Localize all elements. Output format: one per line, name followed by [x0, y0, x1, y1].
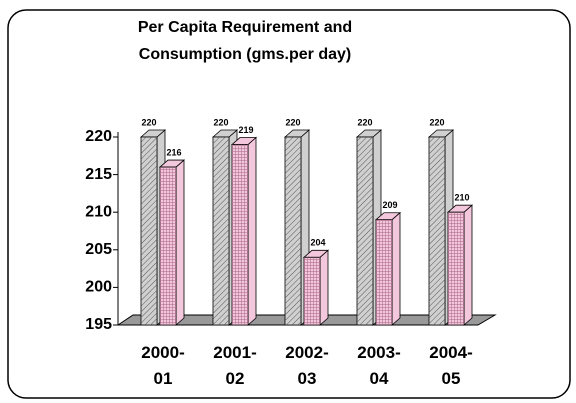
x-tick-label: 2003-04	[357, 343, 401, 388]
bar-hatch	[448, 212, 464, 325]
y-tick-label: 220	[85, 128, 112, 145]
value-label: 220	[141, 117, 156, 127]
value-label: 220	[213, 117, 228, 127]
value-label: 220	[285, 117, 300, 127]
value-label: 220	[357, 117, 372, 127]
y-tick-label: 205	[85, 241, 112, 258]
bar-hatch	[285, 137, 301, 325]
y-tick-label: 195	[85, 316, 112, 333]
y-tick-label: 200	[85, 279, 112, 296]
x-tick-label: 2002-03	[285, 343, 329, 388]
value-label: 216	[166, 147, 181, 157]
bar-hatch	[429, 137, 445, 325]
y-tick-label: 210	[85, 203, 112, 220]
bar-hatch	[376, 219, 392, 325]
value-label: 210	[454, 193, 469, 203]
value-label: 204	[310, 238, 325, 248]
bar-hatch	[160, 167, 176, 325]
bar-hatch	[304, 257, 320, 325]
bar-hatch	[141, 137, 157, 325]
y-tick-label: 215	[85, 166, 112, 183]
bar-hatch	[357, 137, 373, 325]
bar-side	[247, 136, 257, 326]
x-tick-label: 2001-02	[213, 343, 257, 388]
bar-side	[175, 159, 185, 326]
value-label: 220	[429, 117, 444, 127]
bar-hatch	[213, 137, 229, 325]
x-tick-label: 2004-05	[429, 343, 473, 388]
bar-side	[319, 249, 329, 326]
value-label: 209	[382, 200, 397, 210]
bar-side	[391, 211, 401, 326]
x-tick-label: 2000-01	[141, 343, 185, 388]
title-box: Per Capita Requirement and Consumption (…	[137, 19, 353, 63]
value-label: 219	[238, 125, 253, 135]
bar-side	[463, 204, 473, 326]
bar-hatch	[232, 144, 248, 325]
chart-title: Per Capita Requirement and Consumption (…	[137, 19, 353, 63]
